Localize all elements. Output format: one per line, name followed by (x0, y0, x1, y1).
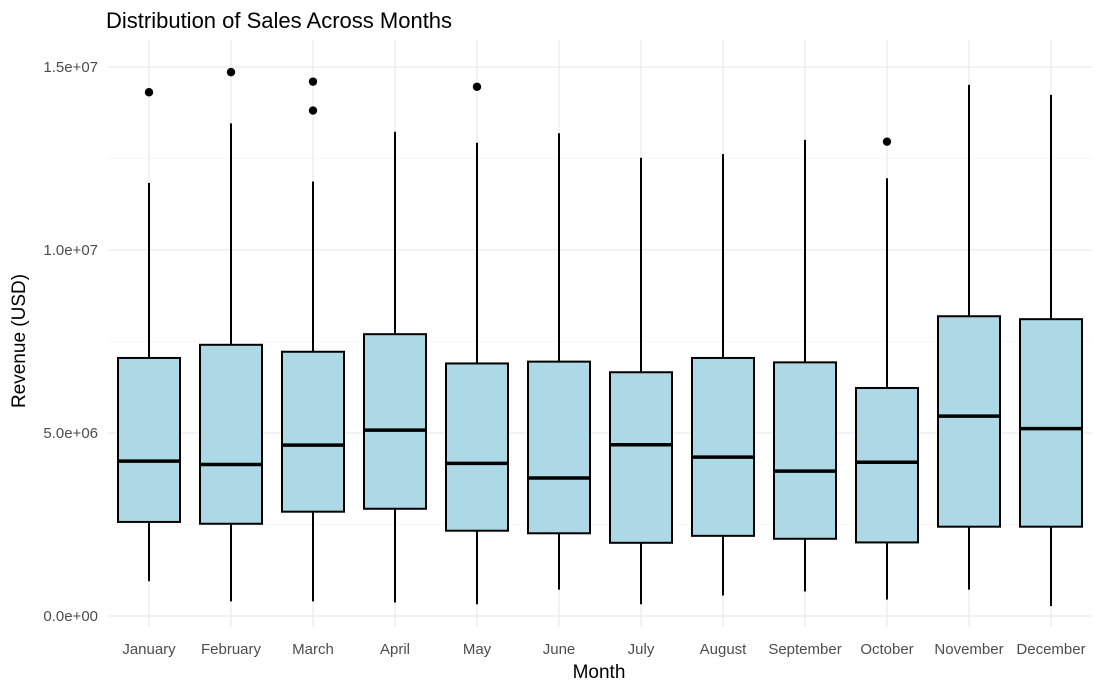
box-group (773, 139, 837, 592)
x-tick-label: August (700, 641, 748, 658)
outlier-point (472, 82, 482, 91)
outlier-point (308, 77, 318, 86)
x-tick-label: March (292, 641, 334, 658)
x-tick-label: November (934, 641, 1003, 658)
box-group (117, 88, 181, 582)
box (937, 315, 1001, 528)
outlier-point (226, 67, 236, 77)
y-tick-label: 1.0e+07 (43, 242, 98, 259)
box-group (937, 84, 1001, 590)
box (199, 343, 263, 525)
outlier-point (144, 88, 154, 97)
box-group (199, 67, 263, 602)
box-group (445, 82, 509, 605)
box (363, 333, 427, 510)
y-axis-title: Revenue (USD) (9, 274, 30, 408)
x-tick-label: June (543, 641, 576, 658)
box (691, 356, 755, 537)
box (773, 361, 837, 540)
y-axis-ticks: 0.0e+00 5.0e+06 1.0e+07 1.5e+07 (43, 59, 98, 625)
x-tick-label: September (768, 641, 841, 658)
box (1019, 318, 1083, 528)
box-group (363, 131, 427, 603)
x-axis-ticks: January February March April May June July Augu… (122, 641, 1085, 658)
y-tick-label: 0.0e+00 (43, 608, 98, 625)
box (609, 371, 673, 544)
box-group (527, 133, 591, 590)
box-group (609, 157, 673, 605)
y-tick-label: 1.5e+07 (43, 59, 98, 76)
boxes (117, 67, 1083, 607)
x-tick-label: December (1016, 641, 1085, 658)
box (281, 350, 345, 513)
outlier-point (308, 106, 318, 115)
outlier-point (882, 137, 892, 146)
box (855, 386, 919, 544)
x-tick-label: April (380, 641, 410, 658)
box (117, 356, 181, 523)
x-tick-label: October (860, 641, 913, 658)
x-tick-label: May (463, 641, 492, 658)
x-tick-label: July (628, 641, 655, 658)
box-group (691, 154, 755, 596)
x-tick-label: February (201, 641, 262, 658)
box (527, 360, 591, 535)
box-group (855, 137, 919, 600)
box-group (281, 77, 345, 602)
box-group (1019, 94, 1083, 607)
x-axis-title: Month (573, 662, 626, 683)
x-tick-label: January (122, 641, 176, 658)
box (445, 362, 509, 532)
y-tick-label: 5.0e+06 (43, 425, 98, 442)
chart-title: Distribution of Sales Across Months (106, 8, 452, 33)
